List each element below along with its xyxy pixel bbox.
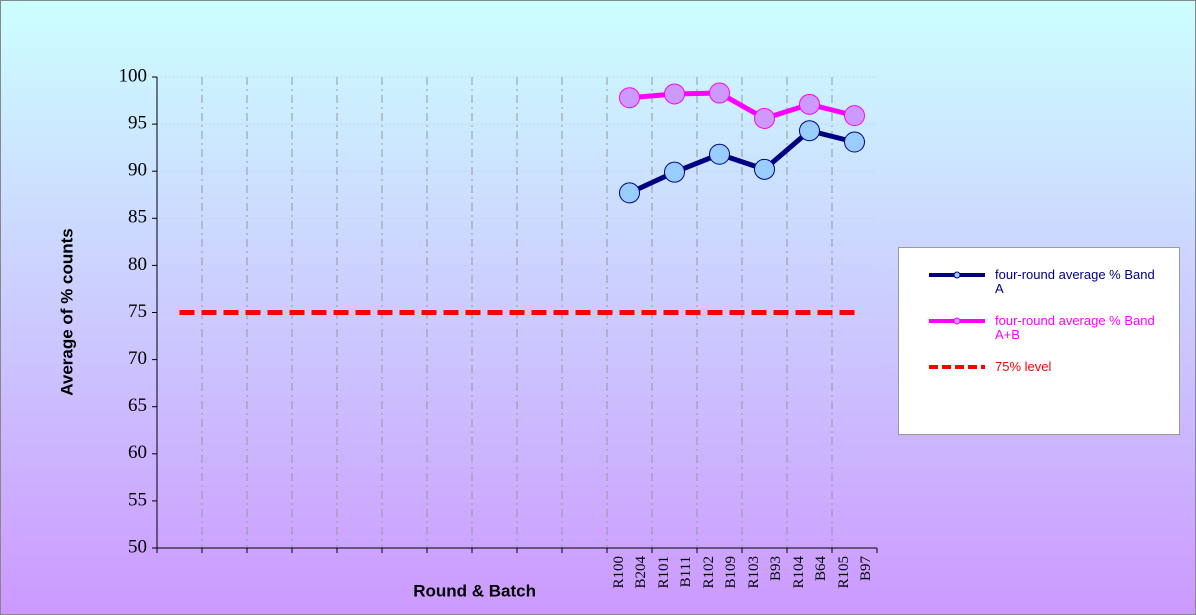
data-point <box>844 131 865 153</box>
legend-item: four-round average % Band A <box>899 268 1179 296</box>
x-tick-label: R101 <box>656 556 672 589</box>
legend-marker <box>953 317 961 325</box>
data-point <box>754 107 775 129</box>
x-tick-label: B204 <box>633 556 649 589</box>
y-tick-label: 60 <box>128 442 147 463</box>
legend-label: four-round average % Band A+B <box>995 313 1155 342</box>
data-point <box>664 161 685 183</box>
y-tick-label: 75 <box>128 301 147 322</box>
legend-marker <box>953 271 961 279</box>
x-tick-label: R102 <box>701 556 717 589</box>
x-axis-title: Round & Batch <box>413 581 536 600</box>
x-tick-label: B111 <box>678 556 694 587</box>
data-point <box>799 120 820 142</box>
data-point <box>709 143 730 165</box>
data-point <box>754 158 775 180</box>
y-tick-label: 100 <box>119 65 148 86</box>
x-tick-label: B97 <box>858 556 874 582</box>
data-point <box>799 93 820 115</box>
x-tick-label: B64 <box>813 556 829 582</box>
y-tick-label: 90 <box>128 160 147 181</box>
y-tick-label: 80 <box>128 254 147 275</box>
x-tick-label: B109 <box>723 556 739 589</box>
data-point <box>709 82 730 104</box>
legend: four-round average % Band A four-round av… <box>898 247 1180 435</box>
x-tick-label: R100 <box>611 556 627 589</box>
y-tick-label: 55 <box>128 489 147 510</box>
x-tick-label: R104 <box>791 556 807 589</box>
y-tick-label: 50 <box>128 536 147 557</box>
x-tick-label: R103 <box>746 556 762 589</box>
legend-swatch <box>929 271 985 279</box>
x-tick-label: B93 <box>768 556 784 581</box>
legend-label: four-round average % Band A <box>995 267 1155 296</box>
data-point <box>619 182 640 204</box>
y-axis-title: Average of % counts <box>57 228 76 396</box>
data-point <box>664 83 685 105</box>
legend-item: 75% level <box>899 360 1179 374</box>
y-tick-label: 70 <box>128 348 147 369</box>
y-tick-label: 95 <box>128 112 147 133</box>
legend-item: four-round average % Band A+B <box>899 314 1179 342</box>
x-tick-label: R105 <box>836 556 852 589</box>
y-tick-label: 65 <box>128 395 147 416</box>
legend-swatch <box>929 365 985 369</box>
legend-label: 75% level <box>995 359 1052 374</box>
data-point <box>844 105 865 127</box>
y-tick-label: 85 <box>128 207 147 228</box>
data-point <box>619 87 640 109</box>
legend-swatch <box>929 317 985 325</box>
